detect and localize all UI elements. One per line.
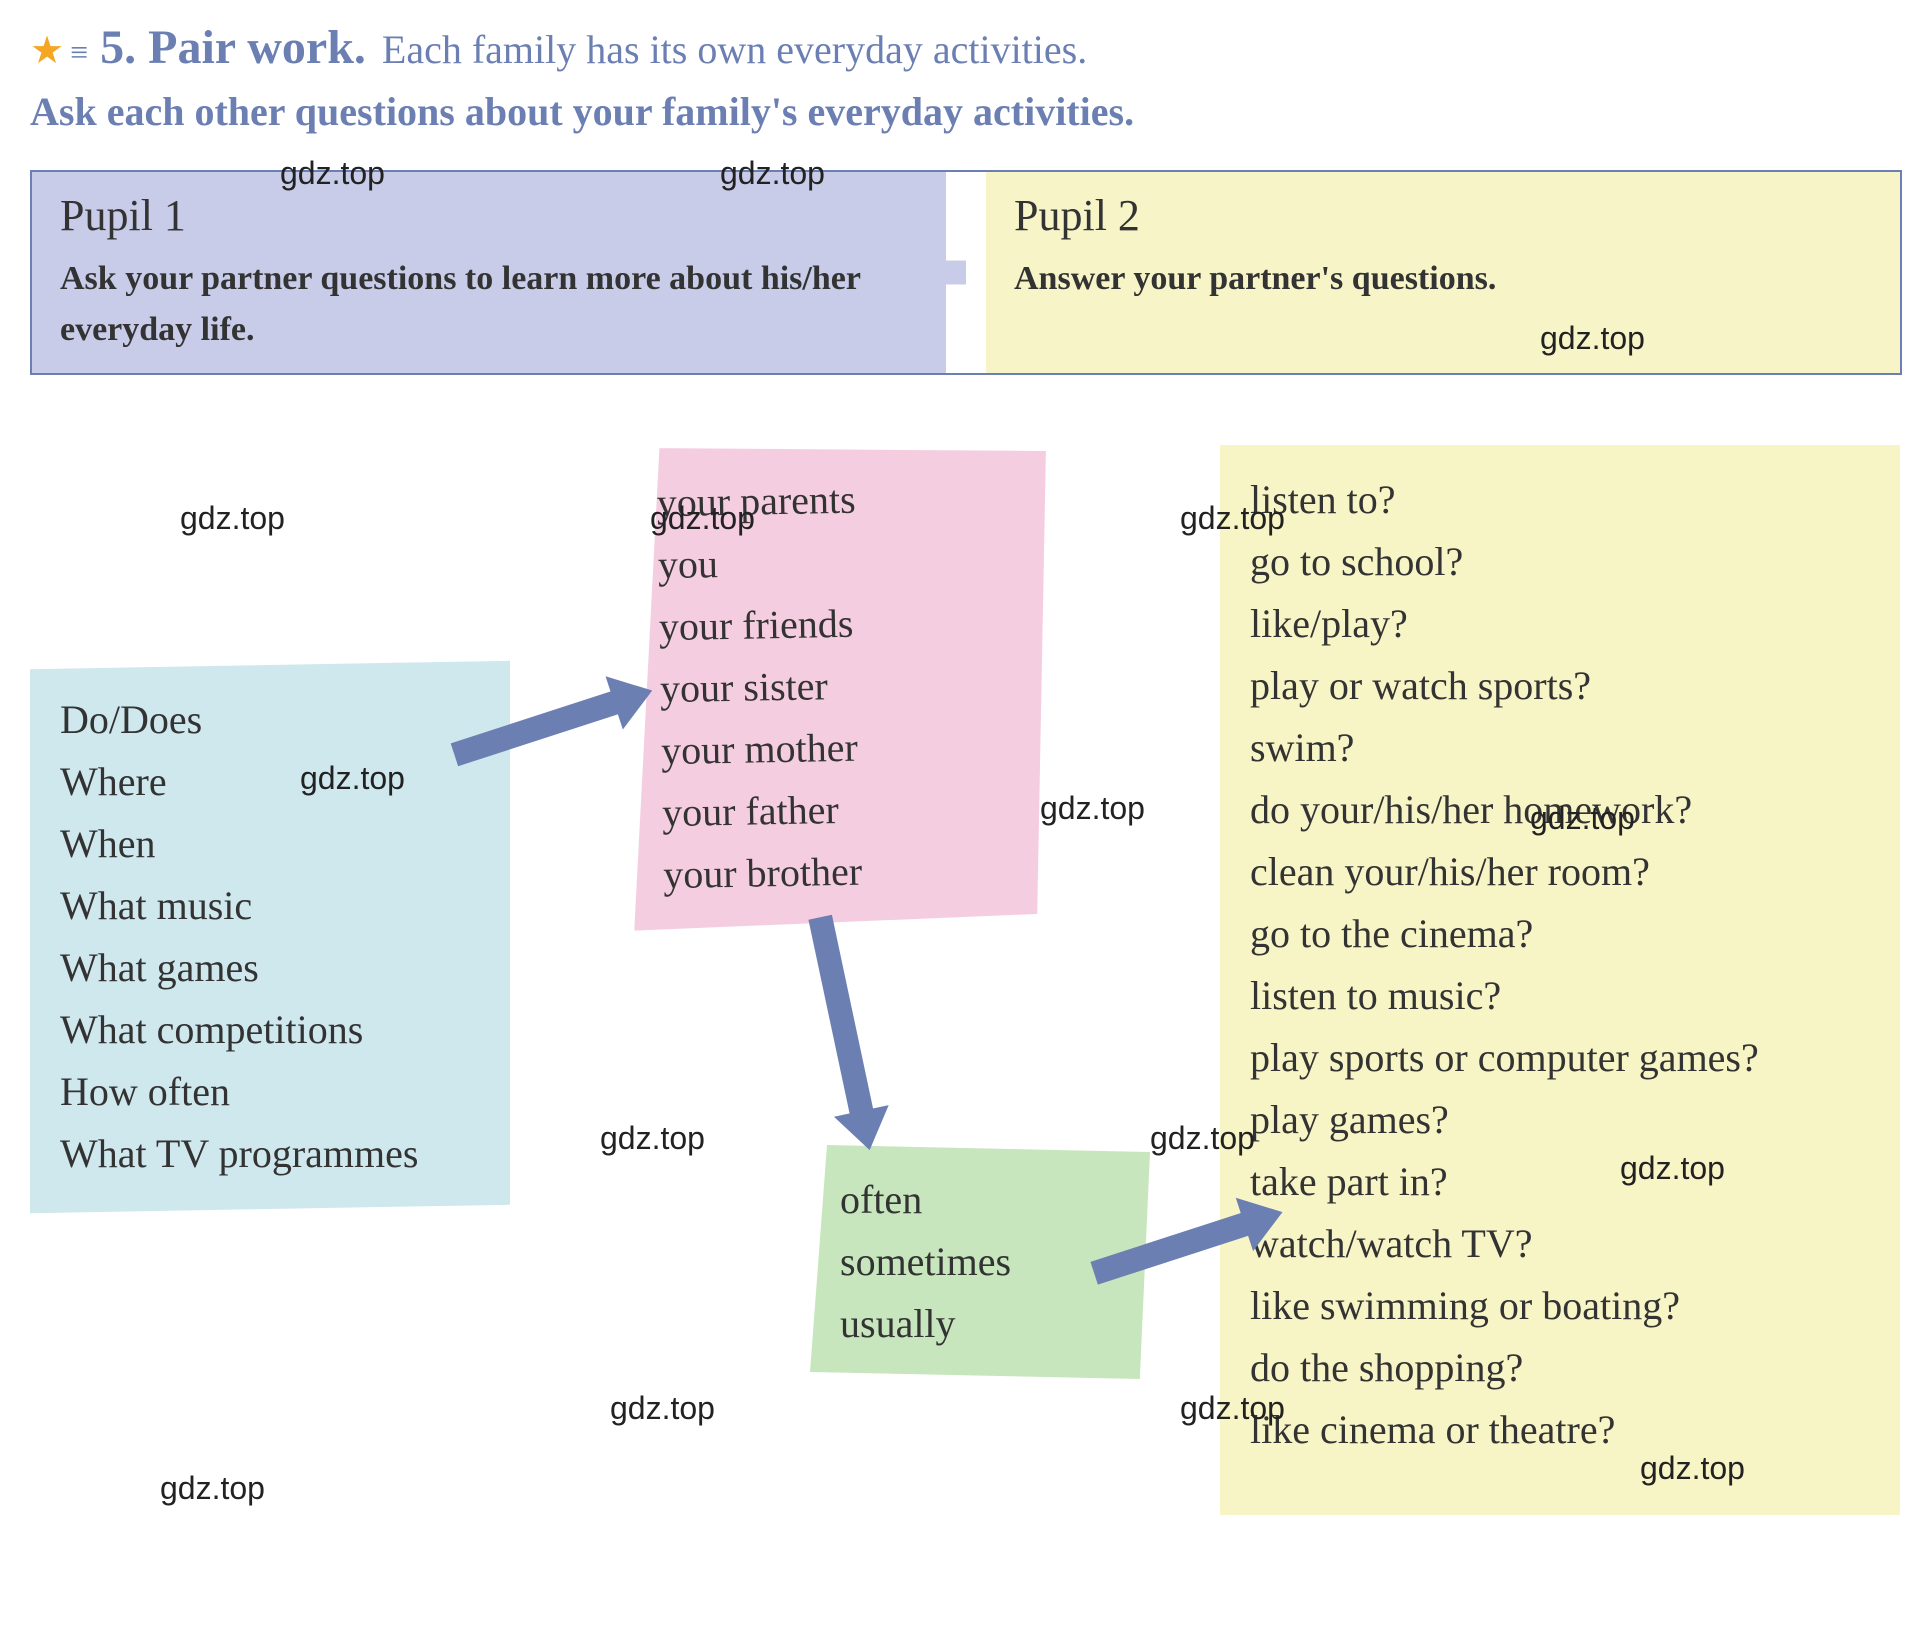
list-item: What TV programmes xyxy=(60,1123,480,1185)
list-item: listen to music? xyxy=(1250,965,1870,1027)
arrow-icon xyxy=(808,915,875,1125)
list-item: often xyxy=(840,1169,1120,1231)
exercise-text-bold: Ask each other questions about your fami… xyxy=(30,84,1134,140)
watermark: gdz.top xyxy=(280,155,385,192)
list-icon: ≡ xyxy=(70,34,88,71)
list-item: listen to? xyxy=(1250,469,1870,531)
watermark: gdz.top xyxy=(180,500,285,537)
list-item: watch/watch TV? xyxy=(1250,1213,1870,1275)
list-item: go to school? xyxy=(1250,531,1870,593)
list-item: usually xyxy=(840,1293,1120,1355)
list-item: your father xyxy=(662,776,1023,844)
list-item: like cinema or theatre? xyxy=(1250,1399,1870,1461)
pupil2-label: Pupil 2 xyxy=(1014,190,1872,241)
list-item: like/play? xyxy=(1250,593,1870,655)
list-item: How often xyxy=(60,1061,480,1123)
watermark: gdz.top xyxy=(1180,1390,1285,1427)
watermark: gdz.top xyxy=(720,155,825,192)
diagram-area: Do/Does Where When What music What games… xyxy=(30,435,1902,1535)
list-item: do the shopping? xyxy=(1250,1337,1870,1399)
pupil2-box: Pupil 2 Answer your partner's questions. xyxy=(946,172,1900,373)
exercise-title: Pair work. xyxy=(148,20,366,75)
watermark: gdz.top xyxy=(600,1120,705,1157)
exercise-text-plain: Each family has its own everyday activit… xyxy=(382,22,1087,78)
list-item: your mother xyxy=(661,714,1022,782)
list-item: take part in? xyxy=(1250,1151,1870,1213)
list-item: you xyxy=(657,528,1018,596)
watermark: gdz.top xyxy=(1640,1450,1745,1487)
list-item: What games xyxy=(60,937,480,999)
watermark: gdz.top xyxy=(1540,320,1645,357)
list-item: your sister xyxy=(659,652,1020,720)
watermark: gdz.top xyxy=(160,1470,265,1507)
star-icon: ★ xyxy=(30,28,64,73)
list-item: Do/Does xyxy=(60,689,480,751)
watermark: gdz.top xyxy=(610,1390,715,1427)
watermark: gdz.top xyxy=(650,500,755,537)
list-item: play sports or computer games? xyxy=(1250,1027,1870,1089)
pupil1-box: Pupil 1 Ask your partner questions to le… xyxy=(32,172,946,373)
watermark: gdz.top xyxy=(1620,1150,1725,1187)
list-item: go to the cinema? xyxy=(1250,903,1870,965)
list-item: like swimming or boating? xyxy=(1250,1275,1870,1337)
list-item: What music xyxy=(60,875,480,937)
list-item: your friends xyxy=(658,590,1019,658)
list-item: swim? xyxy=(1250,717,1870,779)
exercise-number: 5. xyxy=(100,20,136,75)
list-item: sometimes xyxy=(840,1231,1120,1293)
list-item: When xyxy=(60,813,480,875)
exercise-header: ★ ≡ 5. Pair work. Each family has its ow… xyxy=(30,20,1902,140)
pupil1-label: Pupil 1 xyxy=(60,190,918,241)
list-item: play games? xyxy=(1250,1089,1870,1151)
activities-box: listen to? go to school? like/play? play… xyxy=(1220,445,1900,1515)
list-item: clean your/his/her room? xyxy=(1250,841,1870,903)
list-item: play or watch sports? xyxy=(1250,655,1870,717)
list-item: Where xyxy=(60,751,480,813)
watermark: gdz.top xyxy=(300,760,405,797)
watermark: gdz.top xyxy=(1530,800,1635,837)
watermark: gdz.top xyxy=(1180,500,1285,537)
list-item: What competitions xyxy=(60,999,480,1061)
list-item: your brother xyxy=(663,838,1024,906)
pupil1-desc: Ask your partner questions to learn more… xyxy=(60,253,918,355)
pupil2-desc: Answer your partner's questions. xyxy=(1014,253,1872,304)
watermark: gdz.top xyxy=(1150,1120,1255,1157)
watermark: gdz.top xyxy=(1040,790,1145,827)
question-starters-box: Do/Does Where When What music What games… xyxy=(30,661,510,1213)
